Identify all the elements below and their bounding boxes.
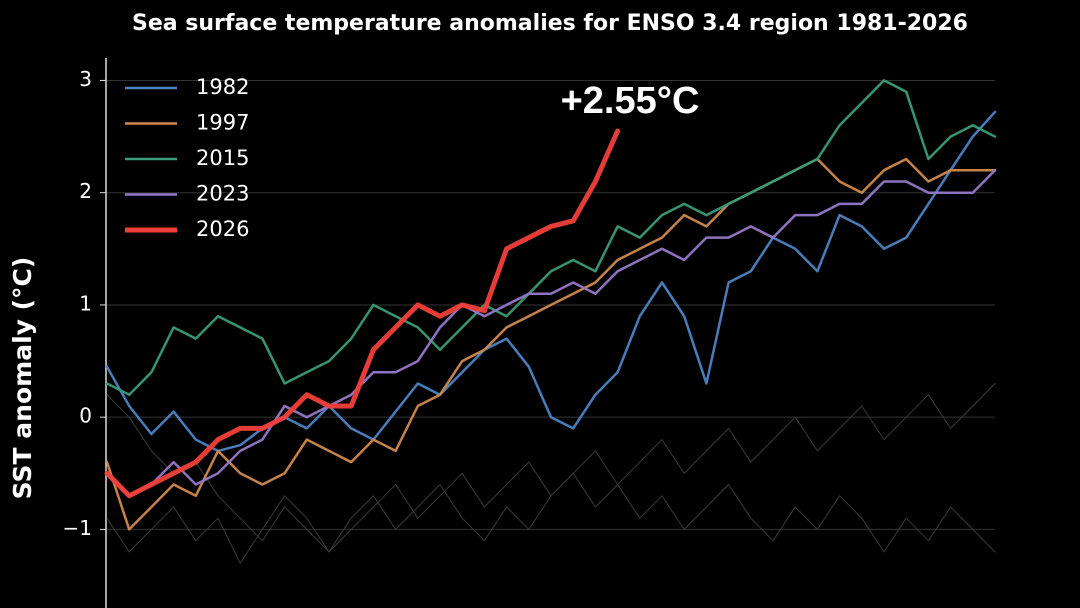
series-line bbox=[105, 79, 997, 396]
legend-label: 1982 bbox=[196, 75, 249, 99]
legend-label: 2023 bbox=[196, 182, 249, 206]
series-line bbox=[106, 394, 996, 553]
series-line bbox=[105, 168, 997, 498]
legend-label: 2026 bbox=[196, 217, 249, 241]
legend-label: 2015 bbox=[196, 146, 249, 170]
y-tick-label: 0 bbox=[79, 404, 92, 428]
y-tick-label: −1 bbox=[63, 516, 92, 540]
y-tick-label: 1 bbox=[79, 291, 92, 315]
series-line bbox=[105, 110, 997, 453]
y-tick-label: 2 bbox=[79, 179, 92, 203]
y-axis-label: SST anomaly (°C) bbox=[8, 257, 37, 500]
series-line bbox=[104, 128, 621, 499]
chart-title: Sea surface temperature anomalies for EN… bbox=[132, 11, 968, 36]
annotation: +2.55°C bbox=[561, 80, 700, 122]
y-tick-label: 3 bbox=[79, 67, 92, 91]
series-line bbox=[105, 157, 997, 531]
legend-label: 1997 bbox=[196, 111, 249, 135]
